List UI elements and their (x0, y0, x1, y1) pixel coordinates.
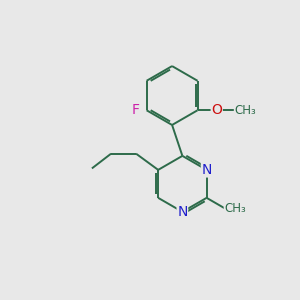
Text: O: O (211, 103, 222, 117)
Text: CH₃: CH₃ (224, 202, 246, 215)
Text: F: F (131, 103, 140, 117)
Text: N: N (201, 163, 212, 177)
Text: N: N (177, 205, 188, 219)
Text: CH₃: CH₃ (234, 104, 256, 117)
